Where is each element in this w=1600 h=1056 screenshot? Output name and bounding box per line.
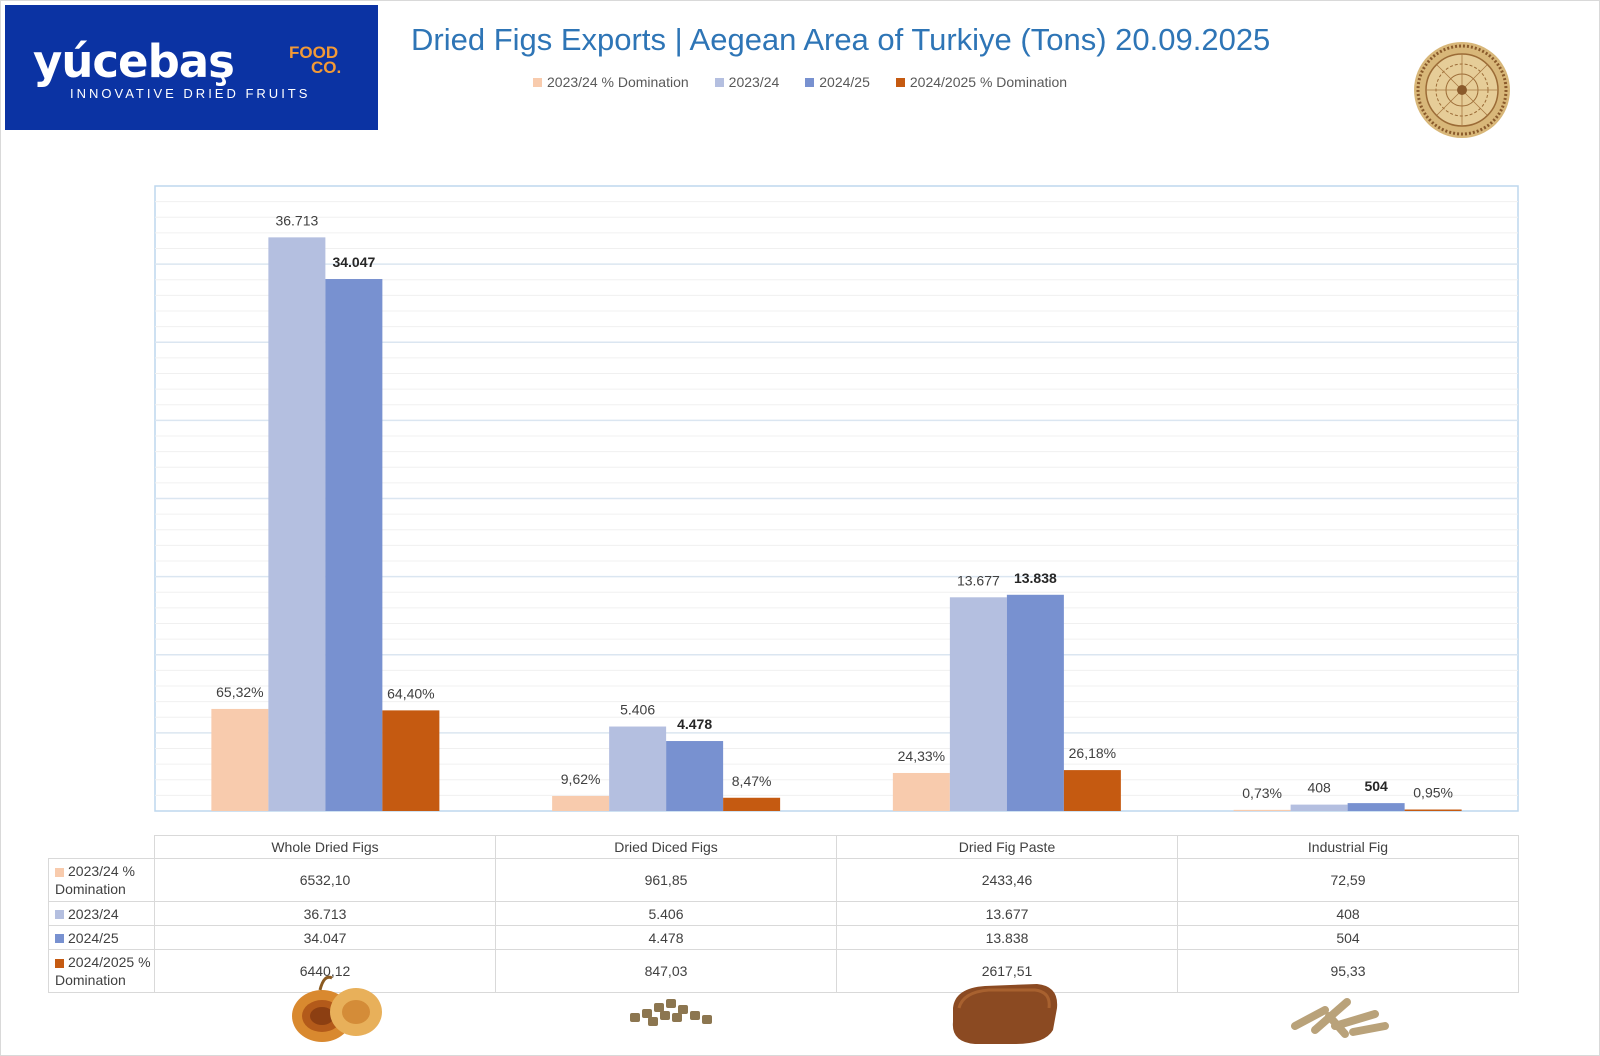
legend-label: 2023/24 [728,74,780,90]
table-cell: 961,85 [495,858,837,902]
category-header: Dried Fig Paste [836,835,1178,859]
data-label: 13.677 [957,572,1000,588]
data-label: 24,33% [898,748,945,764]
company-logo: yúcebaş FOOD CO. INNOVATIVE DRIED FRUITS [5,5,378,130]
data-label: 8,47% [732,773,772,789]
bar [609,726,667,811]
row-header-label: 2023/24 % Domination [55,863,135,897]
bar [1404,809,1462,811]
data-label: 4.478 [677,716,712,732]
legend-item: 2024/25 [805,74,870,90]
logo-wordmark: yúcebaş [33,35,235,88]
table-cell: 4.478 [495,925,837,950]
diced-figs-image [630,999,712,1026]
legend-label: 2024/2025 % Domination [909,74,1068,90]
bar [382,710,440,811]
table-cell: 72,59 [1177,858,1519,902]
legend-swatch [55,867,64,877]
bar-chart: 65,32% 36.713 34.047 64,40% 9,62% 5.406 4.478 8… [154,185,1519,812]
legend-item: 2023/24 [714,74,780,90]
category-header: Dried Diced Figs [495,835,837,859]
data-label: 26,18% [1069,745,1116,761]
bar [552,795,610,811]
legend-swatch [895,77,905,87]
data-label: 504 [1364,778,1388,794]
row-header-label: 2024/25 [68,929,119,946]
data-label: 0,73% [1242,785,1282,801]
chart-legend: 2023/24 % Domination 2023/24 2024/25 202… [533,74,1067,90]
industrial-fig-image [1291,998,1389,1038]
data-label: 9,62% [561,771,601,787]
bar [723,797,781,811]
data-label: 408 [1307,780,1331,796]
table-row: 2024/2025 % Domination 6440,12 847,03 26… [48,949,1519,993]
data-label: 36.713 [275,212,318,228]
legend-label: 2024/25 [819,74,870,90]
bar [268,237,326,811]
data-label: 34.047 [332,254,375,270]
bar [1347,803,1405,811]
table-cell: 95,33 [1177,949,1519,993]
data-labels-group: 65,32% 36.713 34.047 64,40% 9,62% 5.406 4.478 8… [216,212,1453,801]
table-cell: 5.406 [495,901,837,926]
row-header-label: 2023/24 [68,905,119,922]
seal-emblem-icon [1414,42,1510,138]
legend-label: 2023/24 % Domination [547,74,689,90]
table-cell: 13.838 [836,925,1178,950]
logo-food-text: FOOD [289,43,339,62]
data-label: 0,95% [1413,785,1453,801]
table-cell: 36.713 [154,901,496,926]
legend-swatch [805,77,815,87]
bar [892,772,950,811]
bar [1233,809,1291,811]
bar [1063,770,1121,811]
row-header: 2024/2025 % Domination [48,949,155,993]
legend-item: 2024/2025 % Domination [895,74,1068,90]
table-cell: 847,03 [495,949,837,993]
row-header: 2023/24 % Domination [48,858,155,902]
bar [211,708,269,811]
bar [666,741,724,811]
table-cell: 6532,10 [154,858,496,902]
table-header-row: Whole Dried Figs Dried Diced Figs Dried … [49,835,1519,859]
data-label: 64,40% [387,685,434,701]
logo-tagline: INNOVATIVE DRIED FRUITS [70,86,311,101]
logo-food-co: FOOD CO. [289,43,342,77]
table-cell: 408 [1177,901,1519,926]
row-header: 2023/24 [48,901,155,926]
table-row: 2023/24 % Domination 6532,10 961,85 2433… [48,858,1519,902]
bar [949,597,1007,811]
legend-swatch [714,77,724,87]
table-cell: 504 [1177,925,1519,950]
data-label: 5.406 [620,702,655,718]
table-row: 2024/25 34.047 4.478 13.838 504 [48,925,1519,950]
table-row: 2023/24 36.713 5.406 13.677 408 [48,901,1519,926]
bar [1006,594,1064,811]
bar [1290,804,1348,811]
row-header: 2024/25 [48,925,155,950]
table-cell: 13.677 [836,901,1178,926]
chart-title: Dried Figs Exports | Aegean Area of Turk… [411,22,1271,57]
row-header-label: 2024/2025 % Domination [55,954,151,988]
legend-swatch [55,934,64,944]
legend-swatch [55,910,64,920]
legend-item: 2023/24 % Domination [533,74,689,90]
data-table: Whole Dried Figs Dried Diced Figs Dried … [48,835,1519,993]
bar [325,279,383,811]
whole-dried-fig-image [292,975,382,1042]
table-corner [49,836,155,859]
legend-swatch [533,77,542,87]
fig-paste-image [952,984,1058,1044]
table-cell: 2433,46 [836,858,1178,902]
category-header: Whole Dried Figs [154,835,496,859]
table-cell: 34.047 [154,925,496,950]
bars-group [211,237,1462,811]
legend-swatch [55,958,64,968]
category-header: Industrial Fig [1177,835,1519,859]
data-label: 13.838 [1014,570,1057,586]
data-label: 65,32% [216,684,263,700]
logo-co-text: CO. [311,58,342,77]
